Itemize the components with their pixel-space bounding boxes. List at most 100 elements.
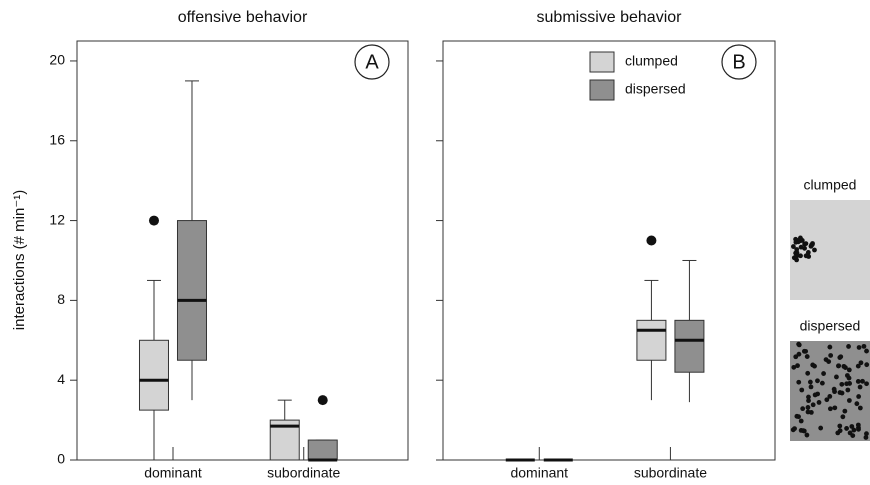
dot xyxy=(864,431,869,437)
dot xyxy=(818,425,824,431)
dot xyxy=(827,344,833,350)
dot xyxy=(808,243,814,249)
legend-swatch xyxy=(589,51,615,73)
dot xyxy=(819,380,825,386)
dot xyxy=(805,409,811,415)
dot xyxy=(807,379,813,385)
dot xyxy=(804,432,810,438)
x-tick-label: dominant xyxy=(144,465,202,481)
dot xyxy=(855,363,861,369)
dot xyxy=(850,433,856,438)
outlier xyxy=(317,395,328,406)
dot xyxy=(798,418,804,424)
dot xyxy=(827,393,833,399)
dot xyxy=(856,345,862,350)
dot xyxy=(839,390,845,396)
dot xyxy=(812,363,817,369)
y-tick-label: 16 xyxy=(49,131,65,147)
dot xyxy=(854,401,860,407)
dot xyxy=(806,398,811,404)
dot xyxy=(855,422,861,428)
dot xyxy=(828,353,834,358)
dot xyxy=(801,428,807,434)
y-tick-label: 12 xyxy=(49,211,65,227)
box xyxy=(636,319,667,361)
dot xyxy=(805,370,811,376)
panel-label: B xyxy=(732,51,745,73)
dot xyxy=(815,378,820,384)
y-tick-label: 4 xyxy=(57,371,65,387)
dot xyxy=(802,245,807,251)
dot xyxy=(863,435,869,440)
dot xyxy=(808,384,814,390)
dot xyxy=(793,236,798,242)
illustration-label: dispersed xyxy=(800,318,861,334)
dot xyxy=(834,374,839,380)
dot xyxy=(844,426,849,431)
dot xyxy=(857,405,863,411)
dot xyxy=(800,406,806,412)
dot xyxy=(861,343,867,349)
dot xyxy=(856,394,862,399)
panel-label-circle xyxy=(354,44,390,80)
dot xyxy=(812,392,818,398)
dot xyxy=(806,394,811,400)
dot xyxy=(804,354,810,359)
dot xyxy=(794,253,799,259)
dot xyxy=(805,405,811,410)
y-tick-label: 0 xyxy=(57,451,65,467)
dot xyxy=(855,379,861,384)
box xyxy=(307,439,338,461)
x-tick-label: subordinate xyxy=(267,465,340,481)
dot xyxy=(838,354,844,360)
dot xyxy=(857,384,863,390)
box xyxy=(176,220,207,361)
dot xyxy=(790,244,796,249)
dot xyxy=(846,398,852,403)
dot xyxy=(793,354,799,360)
outlier xyxy=(646,235,657,246)
dot xyxy=(864,348,869,354)
dot xyxy=(803,348,809,354)
panel-label-circle xyxy=(721,44,757,80)
dot xyxy=(844,381,850,387)
plot-frame xyxy=(76,40,409,461)
dot xyxy=(792,426,797,432)
dot xyxy=(846,375,852,381)
dot xyxy=(840,414,846,420)
dot xyxy=(803,241,809,247)
dot xyxy=(831,386,837,392)
dot xyxy=(858,360,864,366)
dot xyxy=(823,357,829,363)
dot xyxy=(841,363,847,369)
dot xyxy=(836,363,842,369)
dot xyxy=(827,406,833,412)
y-axis-label: interactions (# min⁻¹) xyxy=(11,190,28,330)
panel-title: offensive behavior xyxy=(178,9,308,26)
dot xyxy=(810,402,816,408)
dot xyxy=(837,423,843,429)
dot xyxy=(794,247,800,252)
dot xyxy=(846,344,851,349)
x-tick-label: subordinate xyxy=(634,465,707,481)
dot xyxy=(796,414,801,420)
dot xyxy=(839,381,845,387)
x-tick-label: dominant xyxy=(510,465,568,481)
dot xyxy=(824,397,830,403)
dot xyxy=(856,426,861,432)
box xyxy=(138,339,169,411)
dot xyxy=(796,379,802,385)
dot xyxy=(851,427,857,433)
dot xyxy=(805,250,811,255)
box xyxy=(674,319,705,373)
dot xyxy=(835,430,841,436)
plot-frame xyxy=(442,40,776,461)
dot xyxy=(864,381,869,387)
dot xyxy=(798,253,803,259)
dot xyxy=(849,424,855,429)
dot xyxy=(791,364,797,370)
dot xyxy=(795,363,800,369)
dot xyxy=(798,235,803,241)
illustration-box xyxy=(790,200,870,300)
dot xyxy=(864,362,870,368)
